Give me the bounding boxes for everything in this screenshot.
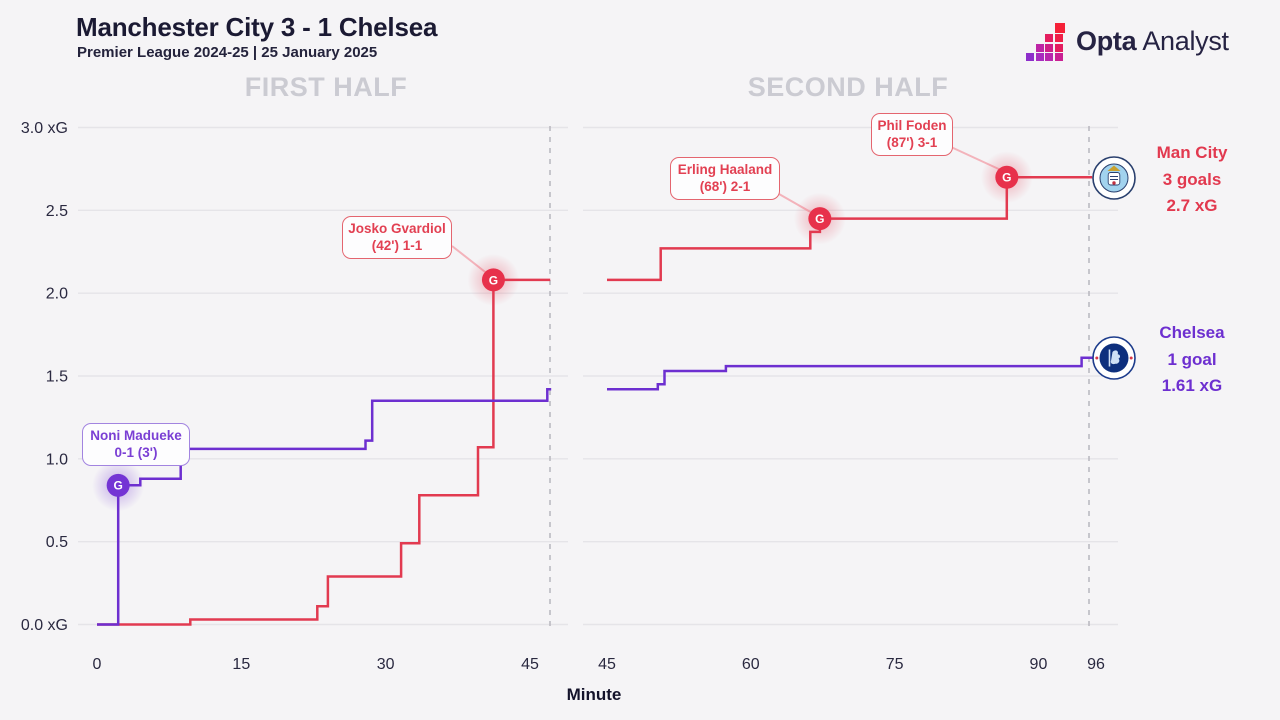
chelsea-name: Chelsea — [1159, 323, 1225, 342]
goal-marker — [808, 207, 832, 231]
annotation-line: (87') 3-1 — [886, 135, 938, 150]
man-city-crest — [1092, 156, 1136, 200]
x-axis-tick: 45 — [598, 656, 616, 673]
goal-annotation-haaland: Erling Haaland (68') 2-1 — [670, 157, 780, 200]
goal-marker — [106, 473, 130, 497]
x-axis-tick: 60 — [742, 656, 760, 673]
x-axis-tick: 90 — [1030, 656, 1048, 673]
annotation-line: Erling Haaland — [677, 162, 773, 177]
y-axis-label: 2.5 — [46, 203, 68, 220]
annotation-line: Noni Madueke — [90, 428, 182, 443]
opta-stairs-icon — [1026, 21, 1066, 61]
xg-line-man-city-half1 — [97, 278, 551, 626]
annotation-line: (42') 1-1 — [371, 238, 423, 253]
opta-stair-square — [1035, 43, 1044, 52]
man-city-goals: 3 goals — [1162, 169, 1222, 189]
goal-marker — [481, 268, 505, 292]
opta-stair-square — [1035, 53, 1044, 61]
man-city-name: Man City — [1156, 143, 1228, 162]
brand-wordmark: Opta Analyst — [1076, 26, 1229, 57]
opta-stair-square — [1045, 53, 1053, 61]
opta-stair-square — [1026, 53, 1034, 61]
opta-stair-square — [1054, 34, 1063, 42]
second-half-title: SECOND HALF — [747, 72, 949, 102]
goal-annotation-foden: Phil Foden (87') 3-1 — [871, 113, 953, 156]
opta-stair-square — [1054, 53, 1063, 61]
man-city-xg: 2.7 xG — [1166, 196, 1218, 215]
brand-opta: Opta — [1076, 25, 1137, 56]
chelsea-xg: 1.61 xG — [1161, 376, 1223, 395]
goal-marker — [995, 165, 1019, 189]
crest-eagle — [1107, 165, 1121, 171]
chelsea-goals: 1 goal — [1167, 349, 1217, 369]
x-axis-tick: 30 — [377, 656, 395, 673]
page-title: Manchester City 3 - 1 Chelsea — [76, 12, 438, 42]
goal-annotation-madueke: Noni Madueke 0-1 (3') — [82, 423, 190, 466]
first-half-title: FIRST HALF — [244, 72, 408, 102]
xg-line-chelsea-half2 — [607, 356, 1095, 391]
annotation-line: 0-1 (3') — [114, 445, 158, 460]
goal-marker-letter: G — [815, 212, 824, 226]
man-city-summary: Man City 3 goals 2.7 xG — [1132, 140, 1252, 220]
x-axis-tick: 15 — [232, 656, 250, 673]
y-axis-label: 1.5 — [46, 368, 68, 385]
chelsea-crest — [1092, 336, 1136, 380]
annotation-line: Phil Foden — [877, 118, 947, 133]
opta-stair-square — [1045, 34, 1053, 42]
goal-marker-letter: G — [489, 273, 498, 287]
brand-analyst: Analyst — [1142, 25, 1229, 56]
annotation-line: Josko Gvardiol — [348, 221, 446, 236]
goal-marker-letter: G — [1002, 171, 1011, 185]
y-axis-label: 1.0 — [46, 451, 68, 468]
goal-marker-letter: G — [113, 479, 122, 493]
chelsea-summary: Chelsea 1 goal 1.61 xG — [1132, 320, 1252, 400]
annotation-line: (68') 2-1 — [699, 179, 751, 194]
opta-stair-square — [1054, 43, 1063, 52]
y-axis-label: 0.0 xG — [21, 617, 68, 634]
y-axis-label: 2.0 — [46, 286, 68, 303]
opta-stair-square — [1054, 22, 1065, 33]
x-axis-tick: 96 — [1087, 656, 1105, 673]
opta-stair-square — [1045, 43, 1053, 52]
opta-analyst-logo: Opta Analyst — [1026, 20, 1256, 62]
y-axis-label: 3.0 xG — [21, 120, 68, 137]
x-axis-tick: 75 — [886, 656, 904, 673]
page-subtitle: Premier League 2024-25 | 25 January 2025 — [77, 44, 378, 61]
x-axis-tick: 0 — [93, 656, 102, 673]
x-axis-title: Minute — [566, 685, 622, 704]
y-axis-label: 0.5 — [46, 534, 68, 551]
goal-annotation-gvardiol: Josko Gvardiol (42') 1-1 — [342, 216, 452, 259]
x-axis-tick: 45 — [521, 656, 539, 673]
